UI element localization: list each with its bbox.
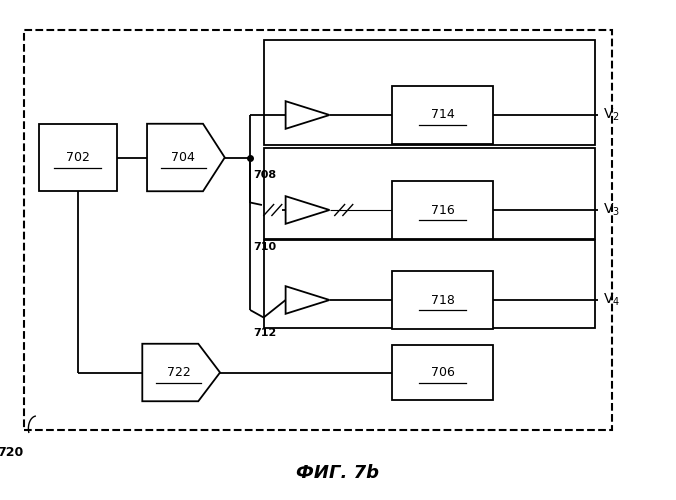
Polygon shape [142, 344, 220, 401]
Bar [392, 345, 493, 400]
Text: 722: 722 [167, 366, 191, 379]
Text: 712: 712 [254, 328, 276, 338]
Bar [264, 240, 595, 328]
Bar [39, 124, 117, 191]
Bar [392, 86, 493, 144]
Text: 710: 710 [254, 242, 276, 252]
Text: 720: 720 [0, 446, 23, 459]
Text: 706: 706 [431, 366, 455, 379]
Text: 704: 704 [171, 151, 195, 164]
Bar [392, 181, 493, 239]
Polygon shape [147, 124, 224, 191]
Text: 708: 708 [254, 170, 276, 180]
Text: 702: 702 [66, 151, 90, 164]
Text: ФИГ. 7b: ФИГ. 7b [297, 464, 379, 481]
Text: 716: 716 [431, 204, 455, 216]
Text: V$_3$: V$_3$ [603, 202, 620, 218]
Polygon shape [285, 101, 330, 129]
Bar [264, 148, 595, 238]
Text: 714: 714 [431, 108, 455, 122]
Text: 718: 718 [431, 294, 455, 306]
Bar [264, 40, 595, 145]
Polygon shape [285, 286, 330, 314]
Polygon shape [285, 196, 330, 224]
Text: V$_2$: V$_2$ [603, 107, 620, 123]
Bar [24, 30, 612, 430]
Text: V$_4$: V$_4$ [603, 292, 620, 308]
Bar [392, 271, 493, 329]
